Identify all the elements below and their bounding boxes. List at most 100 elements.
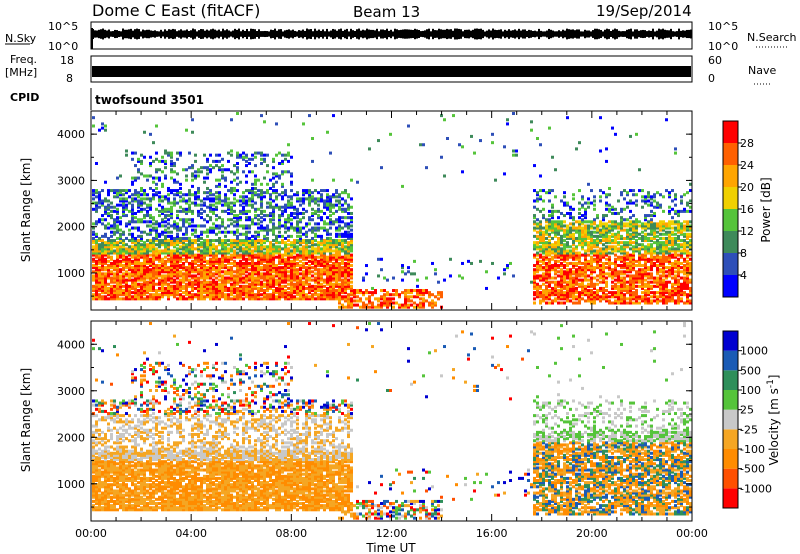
nsky-bar <box>312 31 314 37</box>
nsky-bar <box>132 30 134 38</box>
power-cell <box>347 297 350 301</box>
power-cell <box>293 297 296 301</box>
power-cell <box>257 286 260 290</box>
power-cell <box>590 245 593 249</box>
nave-label: Nave <box>748 64 776 77</box>
power-cell <box>161 276 164 280</box>
power-cell <box>209 226 212 230</box>
power-cell <box>266 205 269 209</box>
power-cell <box>548 189 551 193</box>
power-cell <box>119 278 122 282</box>
power-cell <box>224 209 227 213</box>
nsky-bar <box>438 28 440 40</box>
power-cell <box>326 291 329 295</box>
power-cell <box>170 239 173 243</box>
power-cell <box>587 228 590 232</box>
power-cell <box>479 139 482 143</box>
power-cell <box>158 234 161 238</box>
power-cell <box>134 239 137 243</box>
nsky-bar <box>104 29 106 39</box>
power-cell <box>113 276 116 280</box>
power-cell <box>383 289 386 293</box>
power-cell <box>212 199 215 203</box>
power-cell <box>617 270 620 274</box>
power-cell <box>548 253 551 257</box>
power-cell <box>170 224 173 228</box>
power-cell <box>170 243 173 247</box>
power-cell <box>326 278 329 282</box>
power-cell <box>245 243 248 247</box>
power-cell <box>539 236 542 240</box>
power-cell <box>194 255 197 259</box>
power-cell <box>347 193 350 197</box>
nsky-bar <box>180 29 182 39</box>
power-cell <box>152 193 155 197</box>
power-cell <box>440 155 443 159</box>
nsky-bar <box>390 29 392 39</box>
power-cell <box>548 234 551 238</box>
nsky-bar <box>508 29 510 39</box>
nsky-bar <box>366 28 368 40</box>
power-cell <box>566 245 569 249</box>
nsky-bar <box>200 29 202 39</box>
power-cell <box>542 295 545 299</box>
power-cell <box>245 247 248 251</box>
nsky-bar <box>232 30 234 38</box>
power-cell <box>251 268 254 272</box>
nsky-bar <box>640 30 642 38</box>
power-cell <box>239 266 242 270</box>
power-cell <box>404 295 407 299</box>
power-cell <box>569 211 572 215</box>
power-cell <box>137 218 140 222</box>
power-cell <box>590 222 593 226</box>
power-cell <box>275 272 278 276</box>
power-cell <box>224 203 227 207</box>
power-cell <box>275 197 278 201</box>
power-cell <box>296 228 299 232</box>
power-cell <box>107 191 110 195</box>
power-cell <box>254 282 257 286</box>
power-cell <box>236 274 239 278</box>
power-cell <box>107 266 110 270</box>
power-cell <box>116 293 119 297</box>
power-cell <box>311 230 314 234</box>
power-cell <box>245 180 248 184</box>
power-cell <box>308 245 311 249</box>
power-cell <box>233 232 236 236</box>
power-cell <box>152 278 155 282</box>
power-cell <box>224 280 227 284</box>
power-cell <box>269 268 272 272</box>
power-cell <box>95 222 98 226</box>
power-cell <box>587 245 590 249</box>
power-cell <box>254 245 257 249</box>
power-cell <box>116 284 119 288</box>
power-cell <box>560 224 563 228</box>
power-cell <box>242 207 245 211</box>
power-cell <box>176 193 179 197</box>
power-cell <box>548 214 551 218</box>
power-cell <box>140 201 143 205</box>
power-cell <box>272 176 275 180</box>
power-cell <box>230 186 233 190</box>
power-cell <box>398 303 401 307</box>
power-cell <box>218 284 221 288</box>
power-cell <box>119 191 122 195</box>
power-cell <box>101 274 104 278</box>
power-cell <box>284 220 287 224</box>
power-cell <box>95 272 98 276</box>
power-cell <box>338 224 341 228</box>
power-cell <box>260 259 263 263</box>
power-cell <box>302 245 305 249</box>
power-cell <box>233 178 236 182</box>
power-cell <box>332 114 335 118</box>
power-cell <box>323 245 326 249</box>
power-cell <box>104 272 107 276</box>
power-cell <box>191 255 194 259</box>
power-cell <box>341 255 344 259</box>
power-cell <box>92 284 95 288</box>
power-cell <box>116 297 119 301</box>
power-cell <box>140 293 143 297</box>
power-cell <box>158 289 161 293</box>
power-cell <box>338 261 341 265</box>
power-cell <box>278 274 281 278</box>
